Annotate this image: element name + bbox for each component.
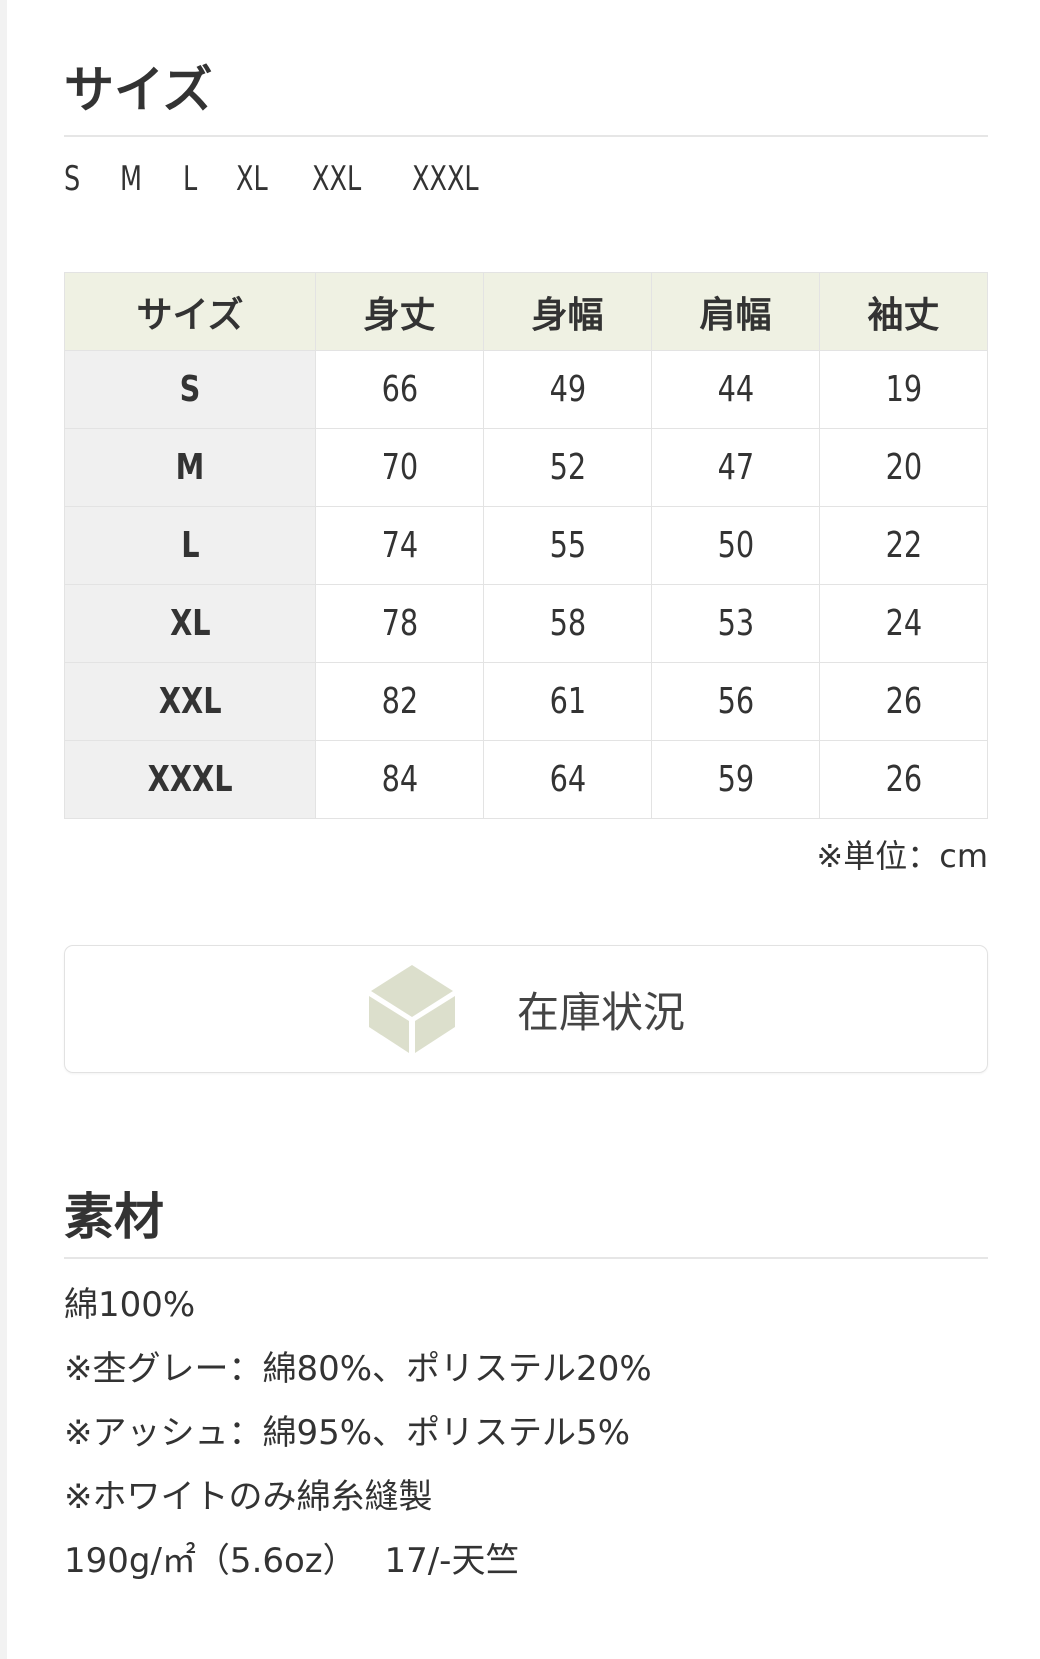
cell-value: 82 — [381, 681, 418, 722]
material-section: 素材 綿100% ※杢グレー：綿80%、ポリステル20% ※アッシュ：綿95%、ポリ… — [64, 1187, 988, 1593]
cell-value: M — [175, 447, 205, 488]
size-option: S — [64, 159, 81, 199]
table-cell: 53 — [651, 584, 820, 663]
table-cell: 19 — [819, 350, 988, 429]
table-cell: 55 — [483, 506, 652, 585]
size-cell: S — [64, 350, 316, 429]
table-row: L 74 55 50 22 — [64, 506, 988, 585]
unit-note: ※単位：cm — [816, 837, 988, 875]
cell-value: 56 — [717, 681, 754, 722]
table-cell: 52 — [483, 428, 652, 507]
table-row: XXXL 84 64 59 26 — [64, 740, 988, 819]
column-header: 身丈 — [315, 272, 484, 351]
box-icon — [368, 965, 455, 1053]
size-option: M — [119, 159, 142, 199]
size-cell: XL — [64, 584, 316, 663]
material-line: 綿100% — [64, 1285, 196, 1325]
size-table: サイズ 身丈 身幅 肩幅 袖丈 S 66 49 44 19 M 70 52 47 20 L 74 55 50 22 X… — [64, 272, 988, 819]
size-cell: M — [64, 428, 316, 507]
table-cell: 20 — [819, 428, 988, 507]
stock-status-button[interactable]: 在庫状況 — [64, 945, 988, 1073]
cell-value: 66 — [381, 369, 418, 410]
material-title: 素材 — [64, 1188, 164, 1246]
left-edge — [0, 0, 7, 1659]
cell-value: XL — [169, 603, 211, 644]
table-cell: 24 — [819, 584, 988, 663]
table-cell: 26 — [819, 740, 988, 819]
material-line: ※ホワイトのみ綿糸縫製 — [64, 1477, 433, 1517]
cell-value: 52 — [549, 447, 586, 488]
size-cell: XXXL — [64, 740, 316, 819]
size-option: XXL — [312, 159, 362, 199]
table-cell: 78 — [315, 584, 484, 663]
cell-value: 74 — [381, 525, 418, 566]
stock-status-label: 在庫状況 — [516, 987, 685, 1037]
size-option: L — [182, 159, 198, 199]
table-cell: 82 — [315, 662, 484, 741]
column-header: 袖丈 — [819, 272, 988, 351]
material-line: ※杢グレー：綿80%、ポリステル20% — [64, 1349, 652, 1389]
cell-value: 50 — [717, 525, 754, 566]
material-line: 190g/㎡（5.6oz） 17/-天竺 — [64, 1541, 520, 1581]
cell-value: 61 — [549, 681, 586, 722]
cell-value: 53 — [717, 603, 754, 644]
size-cell: XXL — [64, 662, 316, 741]
cell-value: 22 — [885, 525, 922, 566]
divider — [64, 1257, 988, 1259]
table-row: M 70 52 47 20 — [64, 428, 988, 507]
size-list: S M L XL XXL XXXL — [64, 159, 988, 199]
cell-value: 44 — [717, 369, 754, 410]
cell-value: 70 — [381, 447, 418, 488]
size-section: サイズ S M L XL XXL XXXL — [64, 60, 988, 199]
cell-value: 19 — [885, 369, 922, 410]
table-cell: 22 — [819, 506, 988, 585]
cell-value: 78 — [381, 603, 418, 644]
table-cell: 49 — [483, 350, 652, 429]
cell-value: 64 — [549, 759, 586, 800]
cell-value: L — [180, 525, 200, 566]
size-table-section: サイズ 身丈 身幅 肩幅 袖丈 S 66 49 44 19 M 70 52 47 20 L 74 55 50 22 X… — [64, 272, 988, 877]
table-row: XL 78 58 53 24 — [64, 584, 988, 663]
cell-value: S — [179, 369, 201, 410]
size-title: サイズ — [64, 61, 213, 119]
table-cell: 44 — [651, 350, 820, 429]
cell-value: 24 — [885, 603, 922, 644]
table-cell: 84 — [315, 740, 484, 819]
table-cell: 74 — [315, 506, 484, 585]
table-cell: 59 — [651, 740, 820, 819]
cell-value: 59 — [717, 759, 754, 800]
table-cell: 56 — [651, 662, 820, 741]
cell-value: 49 — [549, 369, 586, 410]
cell-value: 58 — [549, 603, 586, 644]
cell-value: 26 — [885, 681, 922, 722]
size-option: XXXL — [411, 159, 479, 199]
cell-value: 47 — [717, 447, 754, 488]
size-option: XL — [235, 159, 268, 199]
column-header: 身幅 — [483, 272, 652, 351]
size-cell: L — [64, 506, 316, 585]
table-cell: 70 — [315, 428, 484, 507]
table-cell: 47 — [651, 428, 820, 507]
table-cell: 26 — [819, 662, 988, 741]
table-row: S 66 49 44 19 — [64, 350, 988, 429]
table-cell: 58 — [483, 584, 652, 663]
column-header: 肩幅 — [651, 272, 820, 351]
table-row: XXL 82 61 56 26 — [64, 662, 988, 741]
table-cell: 66 — [315, 350, 484, 429]
cell-value: 84 — [381, 759, 418, 800]
table-cell: 50 — [651, 506, 820, 585]
cell-value: XXL — [158, 681, 222, 722]
table-header-row: サイズ 身丈 身幅 肩幅 袖丈 — [64, 272, 988, 351]
column-header: サイズ — [64, 272, 316, 351]
table-cell: 61 — [483, 662, 652, 741]
cell-value: XXXL — [147, 759, 233, 800]
cell-value: 55 — [549, 525, 586, 566]
cell-value: 20 — [885, 447, 922, 488]
divider — [64, 135, 988, 137]
cell-value: 26 — [885, 759, 922, 800]
material-line: ※アッシュ：綿95%、ポリステル5% — [64, 1413, 630, 1453]
table-cell: 64 — [483, 740, 652, 819]
